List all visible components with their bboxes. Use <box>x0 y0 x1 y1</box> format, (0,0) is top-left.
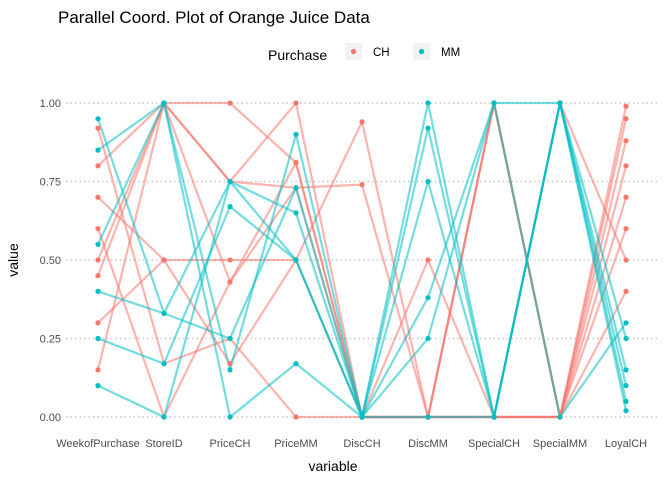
data-point-mm <box>623 408 629 414</box>
data-point-ch <box>623 103 629 109</box>
x-tick-label: PriceMM <box>274 438 317 450</box>
data-point-ch <box>95 320 101 326</box>
x-axis-ticks: WeekofPurchase StoreID PriceCH PriceMM DiscC… <box>56 438 647 450</box>
data-point-mm <box>293 131 299 137</box>
data-point-mm <box>491 100 497 106</box>
data-point-mm <box>557 414 563 420</box>
data-point-mm <box>293 361 299 367</box>
legend-marker-ch <box>350 48 357 55</box>
data-point-ch <box>95 273 101 279</box>
data-point-mm <box>359 414 365 420</box>
y-tick-label: 0.25 <box>40 334 61 346</box>
x-axis-title: variable <box>308 458 357 474</box>
chart-title: Parallel Coord. Plot of Orange Juice Dat… <box>58 8 370 27</box>
data-point-mm <box>95 147 101 153</box>
data-point-mm <box>227 414 233 420</box>
y-tick-label: 0.00 <box>40 412 61 424</box>
x-tick-label: WeekofPurchase <box>56 438 140 450</box>
data-point-mm <box>95 335 101 342</box>
data-point-ch <box>425 257 431 263</box>
x-tick-label: PriceCH <box>210 438 251 450</box>
y-axis-title: value <box>5 243 21 277</box>
y-axis-ticks: 0.00 0.25 0.50 0.75 1.00 <box>40 98 61 424</box>
data-point-ch <box>95 194 101 200</box>
data-point-ch <box>227 279 233 285</box>
legend-title: Purchase <box>268 47 327 63</box>
data-point-mm <box>491 414 497 420</box>
data-point-ch <box>95 163 101 169</box>
data-point-mm <box>425 100 431 106</box>
data-point-mm <box>161 310 167 316</box>
data-point-mm <box>227 335 233 342</box>
y-tick-label: 1.00 <box>40 98 61 110</box>
data-point-mm <box>161 414 167 420</box>
data-point-mm <box>623 320 629 326</box>
legend-marker-mm <box>418 48 425 55</box>
data-point-ch <box>227 361 233 367</box>
data-point-mm <box>623 367 629 373</box>
y-tick-label: 0.50 <box>40 255 61 267</box>
data-point-ch <box>359 119 365 125</box>
data-point-mm <box>425 335 431 342</box>
data-point-mm <box>227 178 233 185</box>
data-point-mm <box>293 257 299 263</box>
data-point-mm <box>95 288 101 294</box>
data-point-mm <box>227 204 233 210</box>
data-point-ch <box>623 257 629 263</box>
data-point-ch <box>623 163 629 169</box>
data-point-mm <box>293 185 299 191</box>
data-point-mm <box>227 367 233 373</box>
data-point-ch <box>293 100 299 106</box>
legend: Purchase CH MM <box>268 43 460 63</box>
series-lines <box>96 101 628 419</box>
data-point-mm <box>425 125 431 131</box>
data-point-ch <box>227 100 233 106</box>
data-point-ch <box>293 160 299 166</box>
data-point-ch <box>95 257 101 263</box>
x-tick-label: SpecialMM <box>533 438 587 450</box>
data-point-ch <box>623 288 629 294</box>
data-point-mm <box>557 100 563 106</box>
data-point-ch <box>95 367 101 373</box>
x-tick-label: DiscMM <box>408 438 448 450</box>
data-point-ch <box>161 257 167 263</box>
x-tick-label: SpecialCH <box>468 438 520 450</box>
data-point-mm <box>293 210 299 216</box>
data-point-mm <box>425 178 431 185</box>
data-point-mm <box>161 100 167 106</box>
data-point-ch <box>95 226 101 232</box>
x-tick-label: DiscCH <box>343 438 380 450</box>
data-point-ch <box>623 226 629 232</box>
data-point-mm <box>623 398 629 404</box>
x-tick-label: LoyalCH <box>605 438 647 450</box>
data-point-ch <box>623 116 629 122</box>
series-line-ch <box>97 196 627 419</box>
data-point-mm <box>161 361 167 367</box>
data-point-mm <box>95 241 101 247</box>
series-points <box>95 100 629 420</box>
data-point-mm <box>95 116 101 122</box>
data-point-mm <box>425 414 431 420</box>
legend-label-mm: MM <box>441 47 460 59</box>
data-point-mm <box>623 335 629 342</box>
data-point-ch <box>359 182 365 188</box>
data-point-ch <box>293 414 299 420</box>
data-point-ch <box>227 257 233 263</box>
data-point-ch <box>95 125 101 131</box>
data-point-mm <box>425 295 431 301</box>
data-point-mm <box>95 383 101 389</box>
data-point-ch <box>623 194 629 200</box>
x-tick-label: StoreID <box>145 438 182 450</box>
data-point-mm <box>623 383 629 389</box>
data-point-ch <box>623 138 629 144</box>
y-tick-label: 0.75 <box>40 177 61 189</box>
legend-label-ch: CH <box>373 47 390 59</box>
